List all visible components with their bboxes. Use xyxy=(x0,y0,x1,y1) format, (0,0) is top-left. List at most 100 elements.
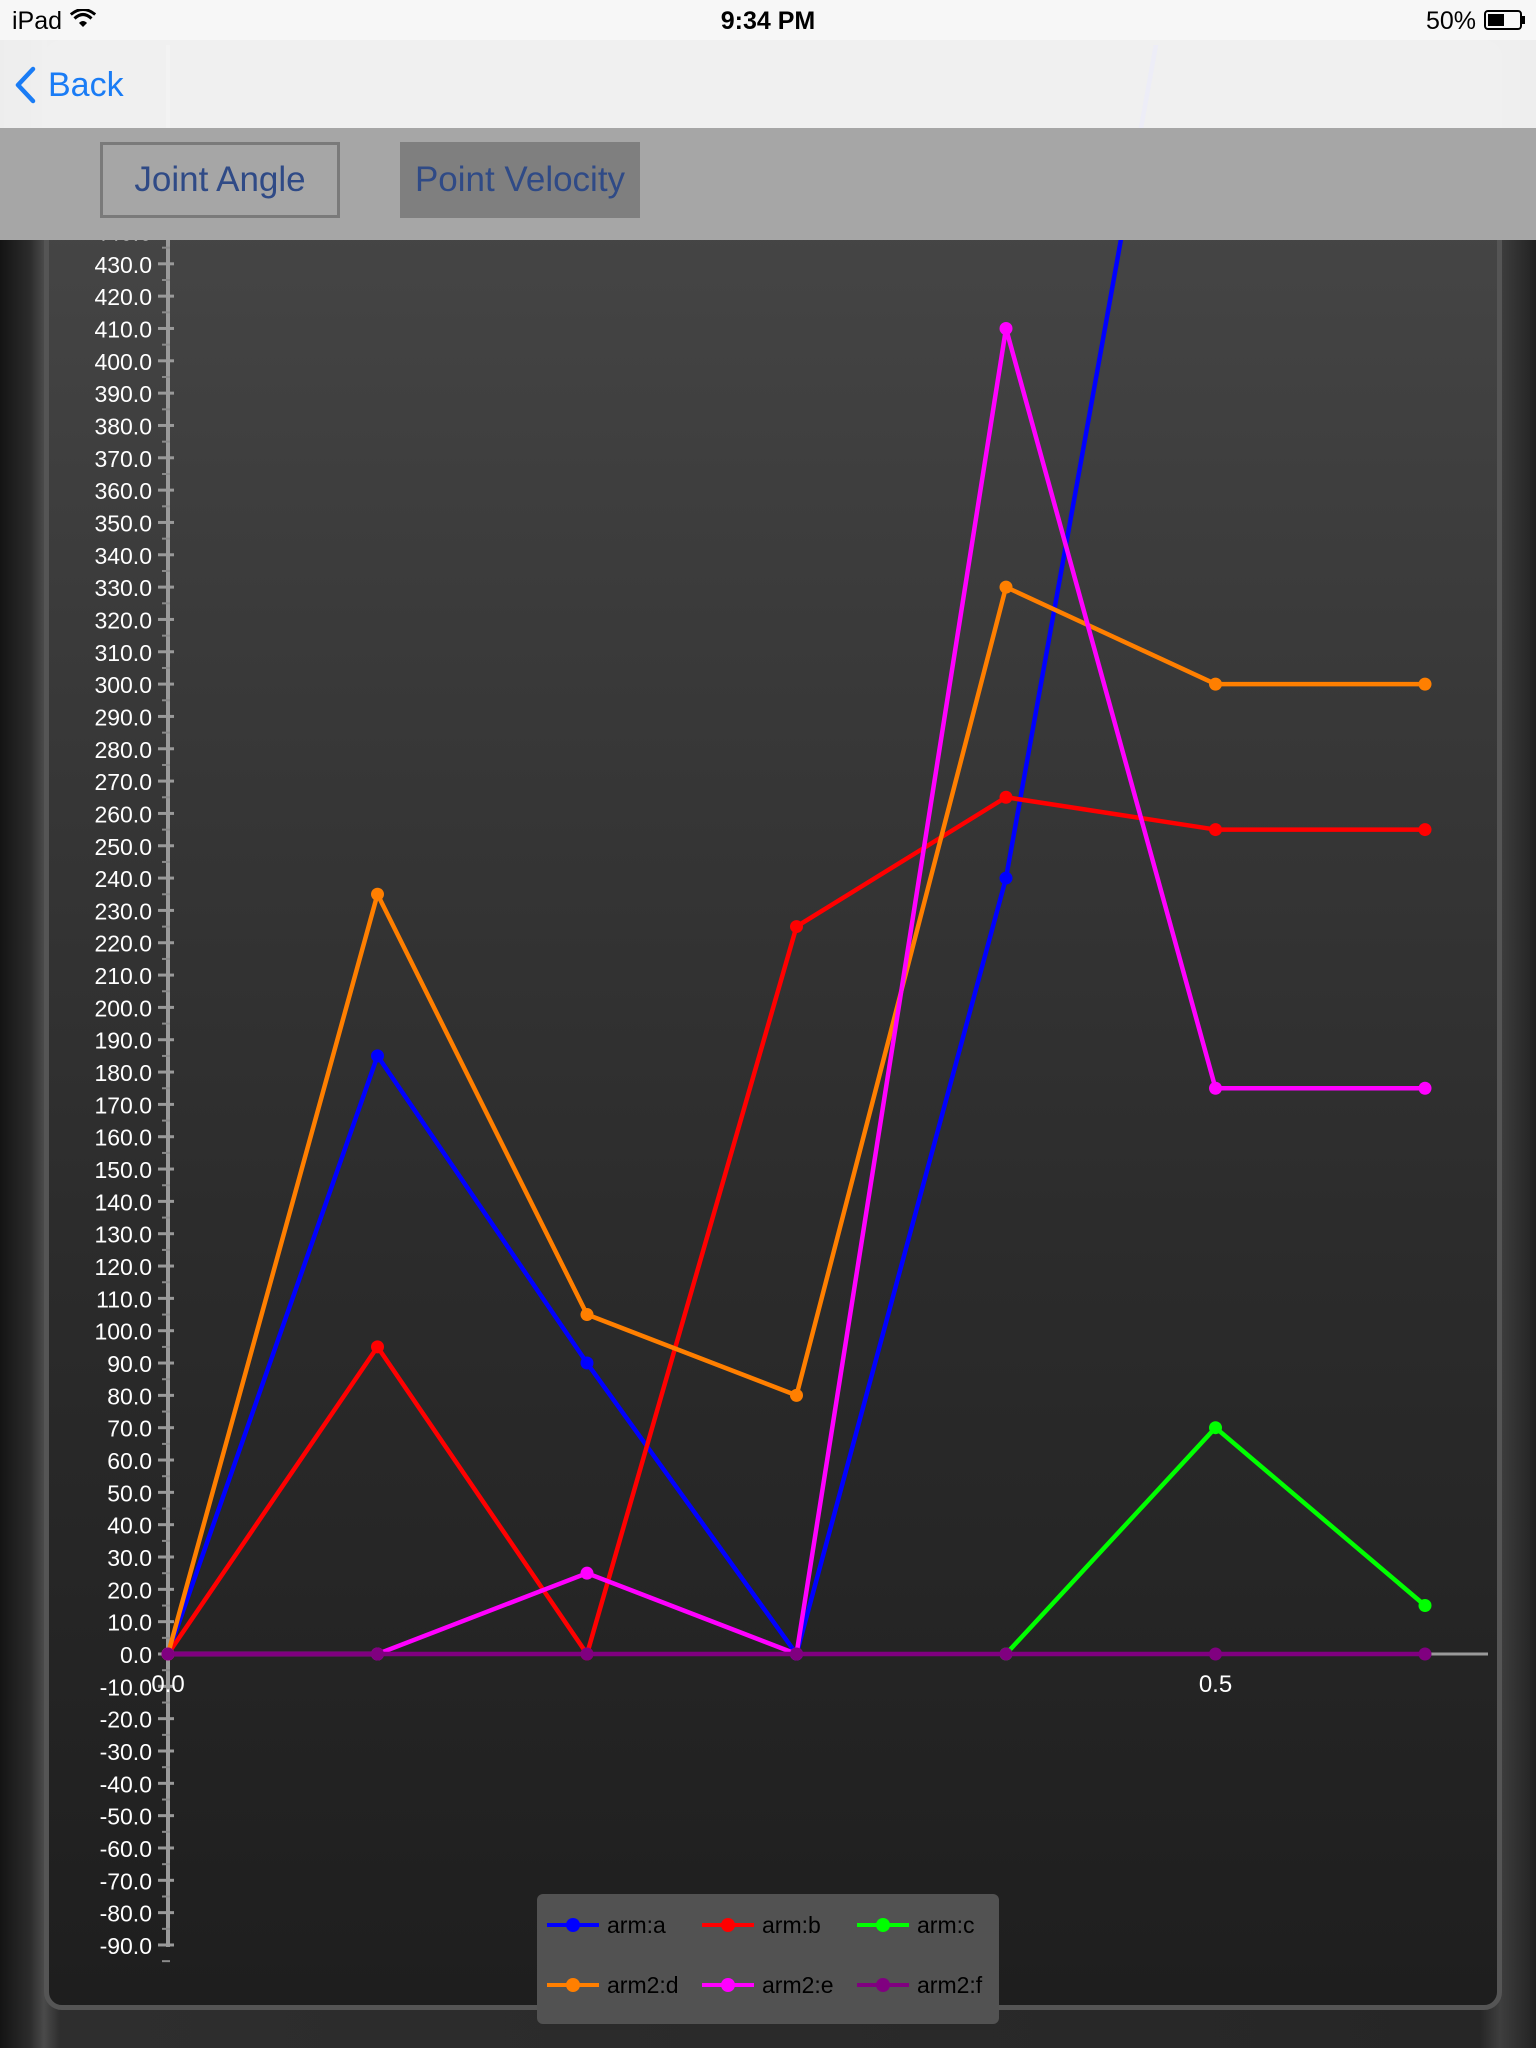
legend-swatch xyxy=(702,1978,754,1992)
data-point-arm2-d xyxy=(371,887,384,901)
legend-swatch xyxy=(857,1918,909,1932)
data-point-arm-b xyxy=(999,790,1013,804)
data-point-arm2-d xyxy=(790,1388,803,1402)
y-tick-label: 120.0 xyxy=(94,1254,152,1280)
legend-label: arm:a xyxy=(607,1911,666,1938)
y-tick-label: -20.0 xyxy=(100,1707,152,1733)
back-label: Back xyxy=(48,65,124,104)
legend-label: arm:b xyxy=(762,1911,821,1938)
battery-icon xyxy=(1484,10,1525,30)
legend-label: arm2:f xyxy=(917,1971,983,1998)
chart-legend: arm:a arm:b arm:c arm2:d arm2:e arm2:f xyxy=(537,1894,999,2024)
y-tick-label: 20.0 xyxy=(107,1577,152,1603)
legend-label: arm:c xyxy=(917,1911,975,1938)
joint-angle-button[interactable]: Joint Angle xyxy=(100,142,340,218)
wifi-icon xyxy=(70,9,96,27)
legend-item: arm:b xyxy=(702,1910,821,1940)
y-tick-label: 70.0 xyxy=(107,1416,152,1442)
chevron-left-icon xyxy=(15,66,36,104)
y-tick-label: -30.0 xyxy=(100,1739,152,1765)
y-tick-label: 140.0 xyxy=(94,1189,152,1215)
y-tick-label: 360.0 xyxy=(94,478,152,504)
y-tick-label: 330.0 xyxy=(94,575,152,601)
back-button[interactable]: Back xyxy=(14,60,124,110)
data-point-arm2-d xyxy=(580,1308,594,1322)
y-tick-label: 260.0 xyxy=(94,801,152,827)
y-tick-label: 60.0 xyxy=(107,1448,152,1474)
data-point-arm-a xyxy=(580,1356,594,1370)
y-tick-label: -80.0 xyxy=(100,1901,152,1927)
x-tick-label: 0.5 xyxy=(1199,1671,1232,1698)
data-point-arm2-e xyxy=(580,1566,594,1580)
data-point-arm-b xyxy=(1418,823,1432,837)
y-tick-label: -50.0 xyxy=(100,1804,152,1830)
y-tick-label: 180.0 xyxy=(94,1060,152,1086)
y-tick-label: 410.0 xyxy=(94,316,152,342)
mode-toolbar: Joint Angle Point Velocity xyxy=(0,128,1536,240)
data-point-arm2-f xyxy=(1209,1647,1222,1661)
legend-swatch xyxy=(547,1978,599,1992)
series-line-arm-c xyxy=(1004,1425,1427,1656)
y-tick-label: 40.0 xyxy=(107,1513,152,1539)
y-tick-label: 400.0 xyxy=(94,349,152,375)
y-tick-label: 150.0 xyxy=(94,1157,152,1183)
y-tick-label: 80.0 xyxy=(107,1383,152,1409)
battery-percent: 50% xyxy=(1425,7,1476,35)
y-tick-label: 290.0 xyxy=(94,704,152,730)
y-tick-label: 250.0 xyxy=(94,834,152,860)
data-point-arm-c xyxy=(1209,1421,1222,1435)
y-tick-label: 190.0 xyxy=(94,1028,152,1054)
y-tick-label: -40.0 xyxy=(100,1771,152,1797)
y-tick-label: -70.0 xyxy=(100,1868,152,1894)
y-tick-label: 50.0 xyxy=(107,1480,152,1506)
y-tick-label: 380.0 xyxy=(94,413,152,439)
y-tick-label: 240.0 xyxy=(94,866,152,892)
status-bar: iPad 9:34 PM 50% xyxy=(0,0,1536,40)
y-tick-label: 280.0 xyxy=(94,737,152,763)
legend-item: arm:a xyxy=(547,1910,666,1940)
legend-swatch xyxy=(857,1978,909,1992)
data-point-arm2-e xyxy=(999,321,1013,335)
legend-item: arm2:e xyxy=(702,1970,834,2000)
y-tick-label: 0.0 xyxy=(120,1642,152,1668)
y-tick-label: 430.0 xyxy=(94,252,152,278)
device-name: iPad xyxy=(12,7,63,35)
y-tick-label: 270.0 xyxy=(94,769,152,795)
y-tick-label: 390.0 xyxy=(94,381,152,407)
data-point-arm2-f xyxy=(580,1647,594,1661)
y-tick-label: -60.0 xyxy=(100,1836,152,1862)
data-point-arm-a xyxy=(371,1049,384,1063)
data-point-arm-b xyxy=(371,1340,384,1354)
y-tick-label: -90.0 xyxy=(100,1933,152,1959)
data-point-arm2-d xyxy=(999,580,1013,594)
series-line-arm2-e xyxy=(168,326,1425,1657)
y-tick-label: 230.0 xyxy=(94,898,152,924)
y-tick-label: 170.0 xyxy=(94,1092,152,1118)
navigation-bar: Back xyxy=(0,40,1536,129)
data-point-arm-b xyxy=(1209,823,1222,837)
y-tick-label: 110.0 xyxy=(96,1286,152,1312)
y-tick-label: 160.0 xyxy=(94,1125,152,1151)
y-tick-label: 220.0 xyxy=(94,931,152,957)
y-tick-label: 10.0 xyxy=(107,1610,152,1636)
data-point-arm2-f xyxy=(161,1647,175,1661)
legend-item: arm2:f xyxy=(857,1970,982,2000)
legend-item: arm2:d xyxy=(547,1970,679,2000)
y-tick-label: 300.0 xyxy=(94,672,152,698)
point-velocity-button[interactable]: Point Velocity xyxy=(400,142,640,218)
data-point-arm-a xyxy=(999,871,1013,885)
y-tick-label: 370.0 xyxy=(94,446,152,472)
legend-item: arm:c xyxy=(857,1910,975,1940)
y-tick-label: 30.0 xyxy=(107,1545,152,1571)
y-tick-label: -10.0 xyxy=(100,1674,152,1700)
y-tick-label: 100.0 xyxy=(94,1319,152,1345)
legend-label: arm2:d xyxy=(607,1971,679,1998)
y-tick-label: 420.0 xyxy=(94,284,152,310)
data-point-arm2-d xyxy=(1209,677,1222,691)
y-tick-label: 210.0 xyxy=(94,963,152,989)
legend-swatch xyxy=(702,1918,754,1932)
y-tick-label: 340.0 xyxy=(94,543,152,569)
status-time: 9:34 PM xyxy=(720,7,816,35)
x-tick-label: 0.0 xyxy=(151,1671,184,1698)
